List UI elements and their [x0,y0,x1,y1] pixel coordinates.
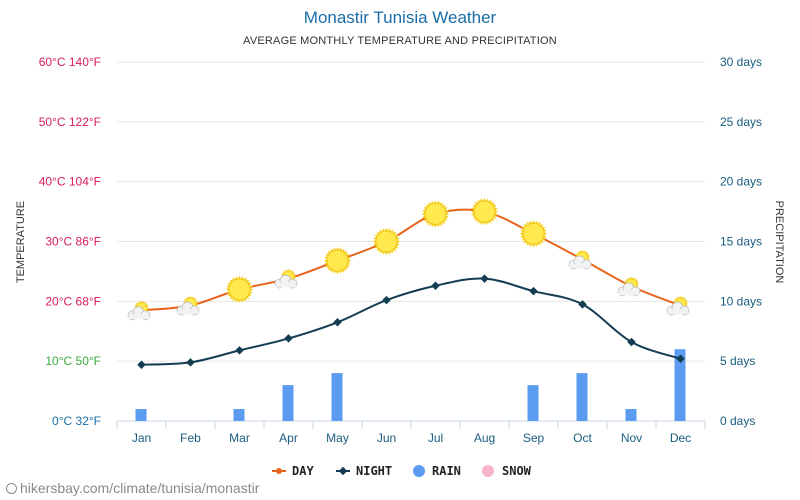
partly-cloudy-icon [617,276,641,297]
right-tick-label: 0 days [720,414,755,428]
right-tick-label: 30 days [720,55,762,69]
x-tick-label: Jun [377,431,396,445]
cloud-icon [176,301,200,316]
sun-icon [372,227,401,256]
rain-bar [674,349,686,421]
legend-item-night[interactable]: NIGHT [336,464,392,478]
legend-marker [276,468,282,474]
rain-bar [135,409,147,421]
rain-bar [625,409,637,421]
right-axis-title: PRECIPITATION [773,201,785,284]
right-tick-label: 25 days [720,115,762,129]
legend-item-day[interactable]: DAY [272,464,314,478]
left-tick-label: 10°C 50°F [45,354,101,368]
source-link-text: hikersbay.com/climate/tunisia/monastir [20,480,260,496]
night-point [676,354,685,364]
left-axis-title: TEMPERATURE [15,201,27,283]
sun-icon [470,197,499,226]
partly-cloudy-icon [568,249,592,270]
cloud-icon [274,274,298,289]
x-tick-label: Dec [670,431,691,445]
legend-label: NIGHT [356,464,392,478]
sun-icon [519,219,548,248]
left-tick-label: 30°C 86°F [45,235,101,249]
night-point [235,346,244,355]
cloud-icon [568,255,592,270]
x-tick-label: Aug [474,431,495,445]
weather-chart: 0°C 32°F 10°C 50°F 20°C 68°F 30°C 86°F 40°C … [15,55,785,478]
source-link[interactable]: hikersbay.com/climate/tunisia/monastir [6,480,259,496]
x-tick-label: Mar [229,431,250,445]
legend-marker [482,465,494,477]
partly-cloudy-icon [127,300,151,321]
night-point [284,334,293,343]
night-series-line [141,277,681,366]
x-tick-label: Oct [573,431,592,445]
x-tick-label: Apr [279,431,298,445]
x-tick-label: May [326,431,349,445]
chart-subtitle: AVERAGE MONTHLY TEMPERATURE AND PRECIPIT… [243,35,557,47]
left-tick-label: 60°C 140°F [39,55,101,69]
right-tick-label: 15 days [720,235,762,249]
rain-bar [527,385,539,421]
night-point [137,360,146,369]
partly-cloudy-icon [274,269,298,289]
legend-label: SNOW [502,464,532,478]
right-tick-label: 20 days [720,175,762,189]
night-point [186,358,195,367]
rain-bar [576,373,588,421]
cloud-icon [127,306,151,321]
rain-bar [233,409,245,421]
legend-label: RAIN [432,464,461,478]
legend-item-rain[interactable]: RAIN [413,464,461,478]
rain-bar [331,373,343,421]
x-tick-label: Sep [523,431,545,445]
partly-cloudy-icon [666,296,690,316]
partly-cloudy-icon [176,296,200,316]
night-point [529,286,538,296]
sun-icon [225,275,254,304]
left-tick-label: 20°C 68°F [45,294,101,308]
night-point [382,295,391,305]
legend: DAY NIGHT RAIN SNOW [272,464,532,478]
left-tick-label: 40°C 104°F [39,175,101,189]
x-tick-label: Feb [180,431,201,445]
chart-title: Monastir Tunisia Weather [303,8,497,27]
night-point [480,274,489,283]
right-tick-label: 10 days [720,294,762,308]
cloud-icon [666,301,690,316]
sun-icon [323,246,352,275]
left-tick-label: 0°C 32°F [52,414,101,428]
x-tick-label: Jan [132,431,151,445]
rain-bar [282,385,294,421]
sun-icon [421,200,450,228]
night-point [333,318,342,327]
legend-item-snow[interactable]: SNOW [482,464,532,478]
night-point [431,281,440,291]
right-tick-label: 5 days [720,354,755,368]
night-point [578,300,587,309]
legend-marker [338,466,348,476]
x-tick-label: Jul [428,431,443,445]
night-point [627,337,636,347]
cloud-icon [617,282,641,297]
globe-icon [6,483,17,494]
x-tick-label: Nov [621,431,642,445]
legend-label: DAY [292,464,314,478]
legend-marker [413,465,425,477]
day-series-line [141,208,681,312]
left-tick-label: 50°C 122°F [39,115,101,129]
